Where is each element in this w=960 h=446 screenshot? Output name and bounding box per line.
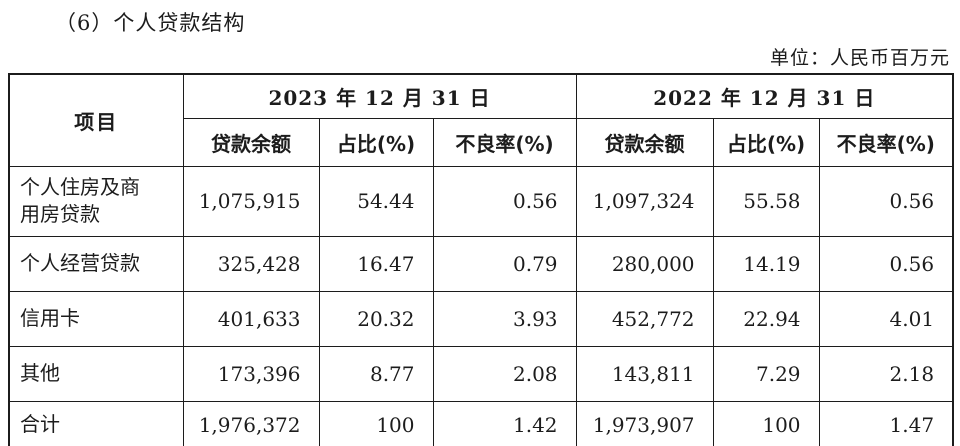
table-cell: 1,075,915: [182, 165, 320, 237]
table-row-total: 合计 1,976,372 100 1.42 1,973,907 100 1.47: [8, 400, 954, 446]
table-cell: 20.32: [318, 290, 434, 347]
table-cell: 0.56: [432, 165, 577, 237]
table-cell: 452,772: [575, 290, 714, 347]
table-cell: 1.47: [818, 400, 954, 446]
table-cell: 100: [318, 400, 434, 446]
col-header-period-2022: 2022 年 12 月 31 日: [575, 73, 954, 119]
col-header-balance-2023: 贷款余额: [182, 117, 320, 167]
table-cell: 7.29: [712, 345, 820, 402]
col-header-item: 项目: [8, 73, 184, 167]
table-cell: 280,000: [575, 235, 714, 292]
table-cell: 173,396: [182, 345, 320, 402]
table-row: 其他 173,396 8.77 2.08 143,811 7.29 2.18: [8, 345, 954, 402]
col-header-share-2023: 占比(%): [318, 117, 434, 167]
col-header-npl-2023: 不良率(%): [432, 117, 577, 167]
col-header-balance-2022: 贷款余额: [575, 117, 714, 167]
table-row: 个人住房及商 用房贷款 1,075,915 54.44 0.56 1,097,3…: [8, 165, 954, 237]
page-title: （6）个人贷款结构: [55, 11, 246, 35]
table-cell: 3.93: [432, 290, 577, 347]
table-cell: 401,633: [182, 290, 320, 347]
header-row-periods: 项目 2023 年 12 月 31 日 2022 年 12 月 31 日: [8, 73, 954, 167]
table-row: 个人经营贷款 325,428 16.47 0.79 280,000 14.19 …: [8, 235, 954, 292]
table-cell: 55.58: [712, 165, 820, 237]
table-cell: 22.94: [712, 290, 820, 347]
row-label: 信用卡: [8, 290, 184, 347]
table-row: 信用卡 401,633 20.32 3.93 452,772 22.94 4.0…: [8, 290, 954, 347]
table-cell: 0.79: [432, 235, 577, 292]
table-cell: 1,976,372: [182, 400, 320, 446]
table-cell: 325,428: [182, 235, 320, 292]
table-cell: 0.56: [818, 235, 954, 292]
table-cell: 1.42: [432, 400, 577, 446]
table-cell: 8.77: [318, 345, 434, 402]
row-label: 个人住房及商 用房贷款: [8, 165, 184, 237]
table-cell: 54.44: [318, 165, 434, 237]
loan-structure-table: 项目 2023 年 12 月 31 日 2022 年 12 月 31 日 贷款余…: [8, 73, 955, 446]
table-cell: 2.08: [432, 345, 577, 402]
col-header-npl-2022: 不良率(%): [818, 117, 954, 167]
table-cell: 4.01: [818, 290, 954, 347]
table-cell: 143,811: [575, 345, 714, 402]
table-cell: 100: [712, 400, 820, 446]
col-header-share-2022: 占比(%): [712, 117, 820, 167]
table-cell: 1,097,324: [575, 165, 714, 237]
table-cell: 0.56: [818, 165, 954, 237]
row-label: 合计: [8, 400, 184, 446]
table-cell: 14.19: [712, 235, 820, 292]
page: （6）个人贷款结构 单位：人民币百万元 项目 2023 年 12 月 31 日 …: [0, 7, 960, 446]
row-label: 个人经营贷款: [8, 235, 184, 292]
col-header-period-2023: 2023 年 12 月 31 日: [182, 73, 577, 119]
table-cell: 1,973,907: [575, 400, 714, 446]
unit-note: 单位：人民币百万元: [769, 47, 950, 69]
table-cell: 16.47: [318, 235, 434, 292]
table-cell: 2.18: [818, 345, 954, 402]
row-label: 其他: [8, 345, 184, 402]
